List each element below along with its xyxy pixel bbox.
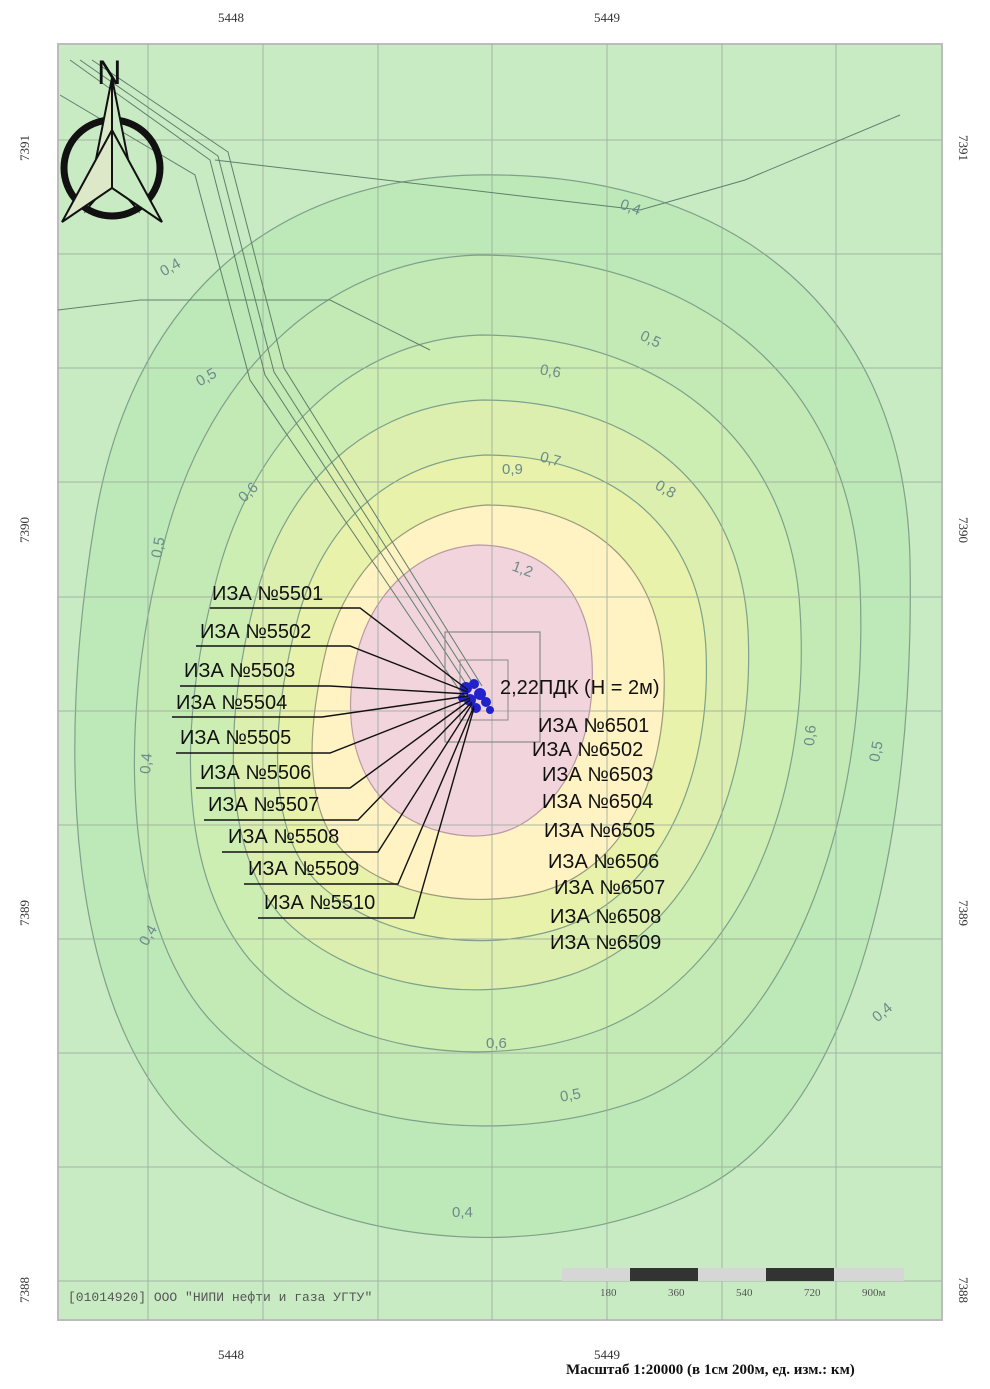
source-label-right: ИЗА №6505 bbox=[544, 820, 656, 842]
contour-label: 0,5 bbox=[866, 739, 887, 764]
north-label: N bbox=[97, 54, 122, 92]
y-tick-left-1: 7391 bbox=[17, 135, 32, 161]
north-arrow-icon bbox=[60, 77, 164, 223]
source-label-right: ИЗА №6508 bbox=[550, 906, 662, 928]
scalebar-label: 900м bbox=[862, 1287, 886, 1299]
source-label-right: ИЗА №6503 bbox=[542, 764, 654, 786]
site-inner bbox=[459, 659, 509, 721]
credit-text: [01014920] ООО "НИПИ нефти и газа УГТУ" bbox=[68, 1290, 373, 1305]
y-tick-right-3: 7389 bbox=[956, 900, 971, 926]
contour-label: 0,5 bbox=[558, 1085, 583, 1106]
y-tick-left-3: 7389 bbox=[17, 900, 32, 926]
scale-text: Масштаб 1:20000 (в 1см 200м, ед. изм.: к… bbox=[566, 1362, 855, 1378]
y-tick-left-2: 7390 bbox=[17, 517, 32, 543]
source-label-left: ИЗА №5506 bbox=[200, 762, 312, 784]
x-tick-bottom-1: 5448 bbox=[218, 1347, 244, 1362]
source-label-right: ИЗА №6506 bbox=[548, 851, 660, 873]
contour-label: 0,6 bbox=[538, 361, 563, 382]
source-label-left: ИЗА №5504 bbox=[176, 692, 288, 714]
source-label-left: ИЗА №5501 bbox=[212, 583, 324, 605]
source-label-left: ИЗА №5508 bbox=[228, 826, 340, 848]
scalebar-label: 720 bbox=[804, 1287, 821, 1299]
contour-label: 0,5 bbox=[148, 535, 169, 560]
contour-label: 0,9 bbox=[502, 461, 523, 478]
contour-label: 0,6 bbox=[801, 724, 820, 747]
site-boundary bbox=[444, 631, 541, 743]
source-label-left: ИЗА №5510 bbox=[264, 892, 376, 914]
source-label-right: ИЗА №6509 bbox=[550, 932, 662, 954]
x-tick-top-1: 5448 bbox=[218, 10, 244, 25]
y-tick-right-2: 7390 bbox=[956, 517, 971, 543]
source-label-left: ИЗА №5509 bbox=[248, 858, 360, 880]
source-label-left: ИЗА №5507 bbox=[208, 794, 320, 816]
max-concentration-label: 2,22ПДК (Н = 2м) bbox=[500, 677, 660, 699]
leader-lines-left bbox=[172, 607, 475, 919]
contour-label: 0,4 bbox=[137, 752, 156, 775]
road-corridor bbox=[57, 59, 901, 695]
scalebar-label: 360 bbox=[668, 1287, 685, 1299]
source-label-right: ИЗА №6504 bbox=[542, 791, 654, 813]
source-label-right: ИЗА №6507 bbox=[554, 877, 666, 899]
scalebar bbox=[562, 1268, 904, 1281]
source-label-left: ИЗА №5502 bbox=[200, 621, 312, 643]
scalebar-label: 540 bbox=[736, 1287, 753, 1299]
scalebar-label: 180 bbox=[600, 1287, 617, 1299]
contour-label: 0,4 bbox=[452, 1204, 473, 1221]
source-label-right: ИЗА №6502 bbox=[532, 739, 644, 761]
source-label-right: ИЗА №6501 bbox=[538, 715, 650, 737]
y-tick-left-4: 7388 bbox=[17, 1277, 32, 1303]
contour-label: 0,6 bbox=[486, 1035, 507, 1052]
x-tick-bottom-2: 5449 bbox=[594, 1347, 620, 1362]
x-tick-top-2: 5449 bbox=[594, 10, 620, 25]
y-tick-right-4: 7388 bbox=[956, 1277, 971, 1303]
source-label-left: ИЗА №5505 bbox=[180, 727, 292, 749]
source-label-left: ИЗА №5503 bbox=[184, 660, 296, 682]
y-tick-right-1: 7391 bbox=[956, 135, 971, 161]
